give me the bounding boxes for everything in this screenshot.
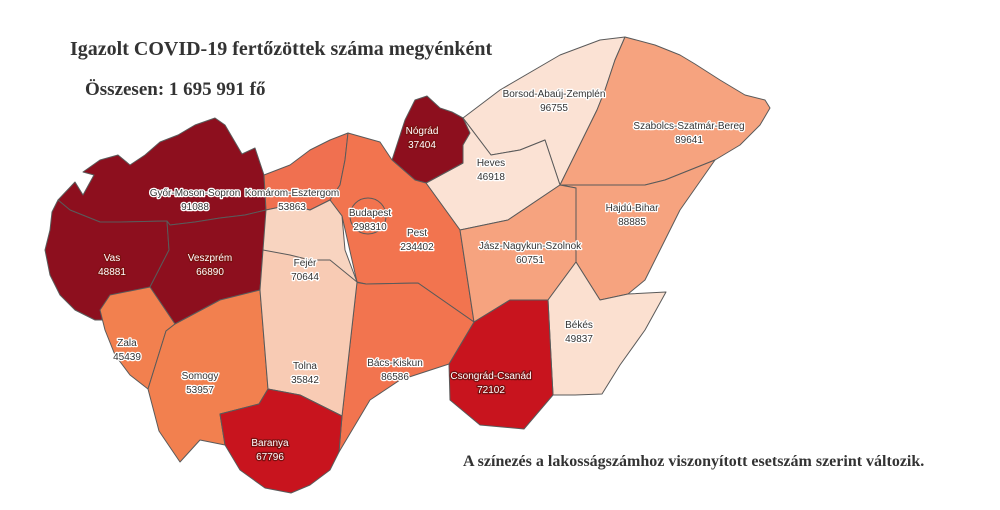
svg-text:Pest: Pest bbox=[407, 228, 427, 239]
svg-text:49837: 49837 bbox=[565, 334, 593, 345]
svg-text:Győr-Moson-Sopron: Győr-Moson-Sopron bbox=[150, 188, 241, 199]
svg-text:234402: 234402 bbox=[400, 242, 434, 253]
svg-text:67796: 67796 bbox=[256, 452, 284, 463]
svg-text:Komárom-Esztergom: Komárom-Esztergom bbox=[245, 188, 339, 199]
svg-text:Fejér: Fejér bbox=[294, 258, 317, 269]
svg-text:48881: 48881 bbox=[98, 267, 126, 278]
svg-text:45439: 45439 bbox=[113, 352, 141, 363]
svg-text:Csongrád-Csanád: Csongrád-Csanád bbox=[450, 371, 531, 382]
svg-text:Budapest: Budapest bbox=[349, 208, 391, 219]
svg-text:70644: 70644 bbox=[291, 272, 319, 283]
svg-text:91088: 91088 bbox=[181, 202, 209, 213]
svg-text:Heves: Heves bbox=[477, 158, 505, 169]
svg-text:53957: 53957 bbox=[186, 385, 214, 396]
svg-text:Békés: Békés bbox=[565, 320, 593, 331]
svg-text:Szabolcs-Szatmár-Bereg: Szabolcs-Szatmár-Bereg bbox=[633, 121, 744, 132]
svg-text:Hajdú-Bihar: Hajdú-Bihar bbox=[606, 203, 659, 214]
svg-text:Bács-Kiskun: Bács-Kiskun bbox=[367, 358, 423, 369]
svg-text:66890: 66890 bbox=[196, 267, 224, 278]
svg-text:Baranya: Baranya bbox=[251, 438, 289, 449]
svg-text:46918: 46918 bbox=[477, 172, 505, 183]
svg-text:Vas: Vas bbox=[104, 253, 121, 264]
svg-text:89641: 89641 bbox=[675, 135, 703, 146]
svg-text:88885: 88885 bbox=[618, 217, 646, 228]
svg-text:Tolna: Tolna bbox=[293, 361, 317, 372]
svg-text:53863: 53863 bbox=[278, 202, 306, 213]
svg-text:Borsod-Abaúj-Zemplén: Borsod-Abaúj-Zemplén bbox=[503, 89, 606, 100]
svg-text:Jász-Nagykun-Szolnok: Jász-Nagykun-Szolnok bbox=[479, 241, 582, 252]
svg-text:Somogy: Somogy bbox=[182, 371, 219, 382]
svg-text:96755: 96755 bbox=[540, 103, 568, 114]
svg-text:35842: 35842 bbox=[291, 375, 319, 386]
svg-text:72102: 72102 bbox=[477, 385, 505, 396]
svg-text:Veszprém: Veszprém bbox=[188, 253, 232, 264]
svg-text:Nógrád: Nógrád bbox=[406, 126, 439, 137]
svg-text:298310: 298310 bbox=[353, 222, 387, 233]
svg-text:60751: 60751 bbox=[516, 255, 544, 266]
svg-text:37404: 37404 bbox=[408, 140, 436, 151]
svg-text:Zala: Zala bbox=[117, 338, 137, 349]
svg-text:86586: 86586 bbox=[381, 372, 409, 383]
